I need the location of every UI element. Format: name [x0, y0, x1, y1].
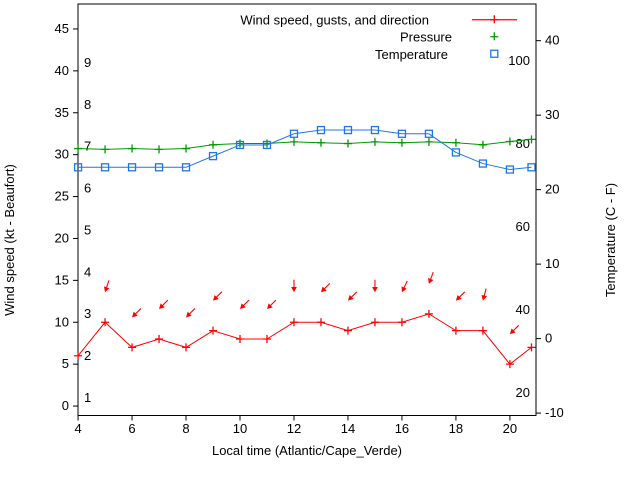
svg-text:-10: -10: [545, 405, 564, 420]
svg-text:Pressure: Pressure: [400, 29, 452, 44]
svg-text:1: 1: [84, 390, 91, 405]
svg-text:18: 18: [449, 421, 463, 436]
svg-text:Temperature (C - F): Temperature (C - F): [603, 183, 618, 297]
svg-text:40: 40: [55, 63, 69, 78]
svg-text:4: 4: [74, 421, 81, 436]
svg-text:20: 20: [503, 421, 517, 436]
svg-text:20: 20: [516, 385, 530, 400]
svg-text:Local time (Atlantic/Cape_Verd: Local time (Atlantic/Cape_Verde): [212, 443, 402, 458]
svg-text:10: 10: [545, 256, 559, 271]
svg-text:Temperature: Temperature: [375, 47, 448, 62]
svg-text:2: 2: [84, 348, 91, 363]
svg-text:7: 7: [84, 139, 91, 154]
svg-text:5: 5: [62, 356, 69, 371]
svg-text:6: 6: [84, 181, 91, 196]
svg-text:20: 20: [55, 230, 69, 245]
svg-text:5: 5: [84, 222, 91, 237]
svg-text:0: 0: [545, 331, 552, 346]
svg-text:40: 40: [545, 33, 559, 48]
svg-text:30: 30: [55, 147, 69, 162]
svg-text:3: 3: [84, 306, 91, 321]
svg-text:10: 10: [233, 421, 247, 436]
svg-text:20: 20: [545, 182, 559, 197]
svg-text:9: 9: [84, 55, 91, 70]
svg-text:25: 25: [55, 189, 69, 204]
svg-text:35: 35: [55, 105, 69, 120]
svg-text:14: 14: [341, 421, 355, 436]
svg-text:Wind speed, gusts, and directi: Wind speed, gusts, and direction: [240, 12, 429, 27]
svg-text:10: 10: [55, 314, 69, 329]
svg-text:60: 60: [516, 219, 530, 234]
svg-text:Wind speed (kt - Beaufort): Wind speed (kt - Beaufort): [2, 164, 17, 316]
svg-text:30: 30: [545, 107, 559, 122]
svg-text:40: 40: [516, 302, 530, 317]
svg-text:80: 80: [516, 136, 530, 151]
svg-text:4: 4: [84, 264, 91, 279]
svg-text:100: 100: [508, 53, 530, 68]
svg-text:8: 8: [182, 421, 189, 436]
svg-text:15: 15: [55, 272, 69, 287]
svg-text:8: 8: [84, 97, 91, 112]
svg-text:12: 12: [287, 421, 301, 436]
svg-text:0: 0: [62, 398, 69, 413]
svg-text:6: 6: [128, 421, 135, 436]
svg-text:16: 16: [395, 421, 409, 436]
svg-text:45: 45: [55, 21, 69, 36]
